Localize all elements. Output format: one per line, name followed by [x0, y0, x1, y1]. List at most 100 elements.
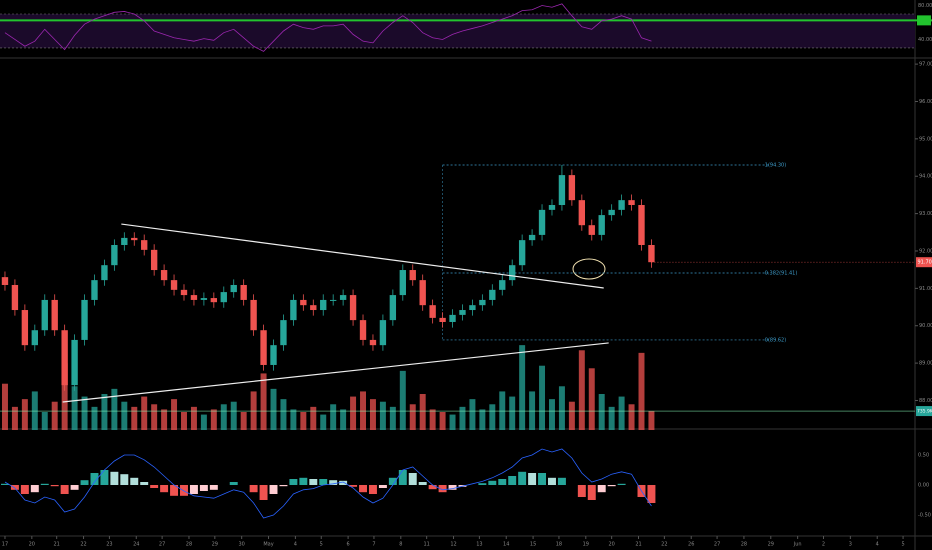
annotation-ellipse: [572, 258, 606, 280]
candle-body: [190, 295, 198, 300]
rsi-marker-tag: [917, 15, 931, 26]
candle-body: [449, 314, 456, 322]
y-tick-label: 94.00: [919, 174, 932, 180]
candle-body: [548, 205, 556, 210]
fib-label: 0.382(91.41): [765, 271, 798, 277]
volume-bar: [11, 406, 18, 430]
candle-body: [359, 320, 367, 340]
macd-histogram-bar: [577, 485, 586, 497]
volume-bar: [141, 396, 148, 430]
macd-histogram-bar: [557, 477, 566, 485]
candle-body: [250, 299, 257, 331]
x-tick-label: 29: [768, 542, 774, 548]
candle-body: [489, 289, 496, 300]
fib-label: 0(89.62): [765, 337, 786, 343]
volume-bar: [608, 406, 615, 430]
candle-body: [320, 299, 327, 311]
macd-histogram-bar: [80, 480, 89, 485]
candle-body: [310, 305, 317, 311]
x-tick-label: 2: [822, 542, 825, 548]
y-tick-label: 97.00: [919, 62, 932, 68]
candle-body: [439, 317, 446, 322]
volume-bar: [51, 401, 58, 430]
candle-body: [41, 299, 48, 331]
candle-body: [31, 330, 38, 346]
x-tick-label: 26: [688, 542, 694, 548]
candle-body: [509, 265, 516, 281]
volume-bar: [161, 409, 168, 430]
candle-body: [131, 237, 138, 241]
macd-histogram-bar: [229, 482, 238, 485]
x-tick-label: 28: [186, 542, 192, 548]
volume-bar: [151, 404, 158, 430]
macd-histogram-bar: [120, 474, 129, 485]
volume-bar: [638, 352, 645, 430]
candle-body: [101, 265, 108, 281]
macd-histogram-bar: [249, 485, 258, 493]
x-tick-label: 20: [608, 542, 614, 548]
volume-bar: [210, 409, 217, 430]
volume-bar: [469, 399, 476, 430]
candle-body: [469, 305, 476, 311]
candle-body: [300, 299, 307, 306]
candle-body: [220, 292, 227, 303]
macd-histogram-bar: [528, 473, 537, 485]
volume-bar: [399, 370, 406, 430]
candle-body: [459, 310, 466, 315]
x-tick-label: 5: [901, 542, 904, 548]
x-tick-label: 6: [347, 542, 350, 548]
candle-body: [339, 295, 347, 300]
macd-histogram-bar: [110, 471, 119, 485]
volume-bar: [409, 404, 416, 430]
macd-histogram-bar: [548, 477, 556, 485]
macd-histogram-bar: [398, 470, 407, 485]
macd-histogram-bar: [140, 482, 149, 485]
volume-bar: [489, 404, 496, 430]
volume-bar: [71, 386, 78, 430]
volume-bar: [270, 388, 277, 430]
rsi-tick-label: 40.00: [918, 37, 932, 43]
x-tick-label: 4: [876, 542, 879, 548]
volume-bar: [81, 396, 88, 430]
macd-histogram-bar: [339, 480, 348, 485]
macd-histogram-bar: [289, 479, 298, 485]
x-tick-label: 19: [583, 542, 589, 548]
volume-bar: [509, 396, 516, 430]
candle-body: [200, 298, 208, 300]
x-tick-label: 30: [238, 542, 244, 548]
macd-histogram-bar: [40, 483, 49, 485]
macd-tick-label: 0.00: [918, 483, 929, 489]
candle-body: [618, 200, 625, 210]
macd-tick-label: -0.50: [918, 513, 931, 519]
candle-body: [121, 237, 128, 245]
rsi-line: [4, 3, 652, 52]
rsi-band: [0, 14, 915, 48]
y-tick-label: 93.00: [919, 211, 932, 217]
candle-body: [280, 320, 287, 346]
macd-histogram-bar: [70, 485, 79, 490]
macd-histogram-bar: [10, 485, 19, 490]
x-tick-label: 18: [556, 542, 562, 548]
candle-body: [588, 225, 595, 235]
candle-body: [499, 280, 506, 290]
macd-histogram-bar: [428, 485, 437, 490]
volume-bar: [429, 409, 436, 430]
macd-histogram-bar: [319, 479, 328, 485]
candle-body: [389, 295, 397, 321]
x-tick-label: 4: [294, 542, 297, 548]
candle-body: [399, 270, 406, 296]
volume-bar: [618, 396, 625, 430]
macd-histogram-bar: [150, 485, 159, 488]
fib-label: 1(94.30): [765, 163, 786, 169]
x-tick-label: 17: [2, 542, 8, 548]
macd-histogram-bar: [269, 485, 278, 494]
macd-histogram-bar: [498, 479, 507, 485]
macd-histogram-bar: [538, 473, 547, 485]
macd-histogram-bar: [587, 485, 596, 500]
candle-body: [1, 277, 9, 285]
macd-histogram-bar: [647, 485, 656, 503]
volume-bar: [121, 401, 128, 430]
macd-histogram-bar: [209, 485, 218, 490]
candle-body: [11, 284, 19, 311]
